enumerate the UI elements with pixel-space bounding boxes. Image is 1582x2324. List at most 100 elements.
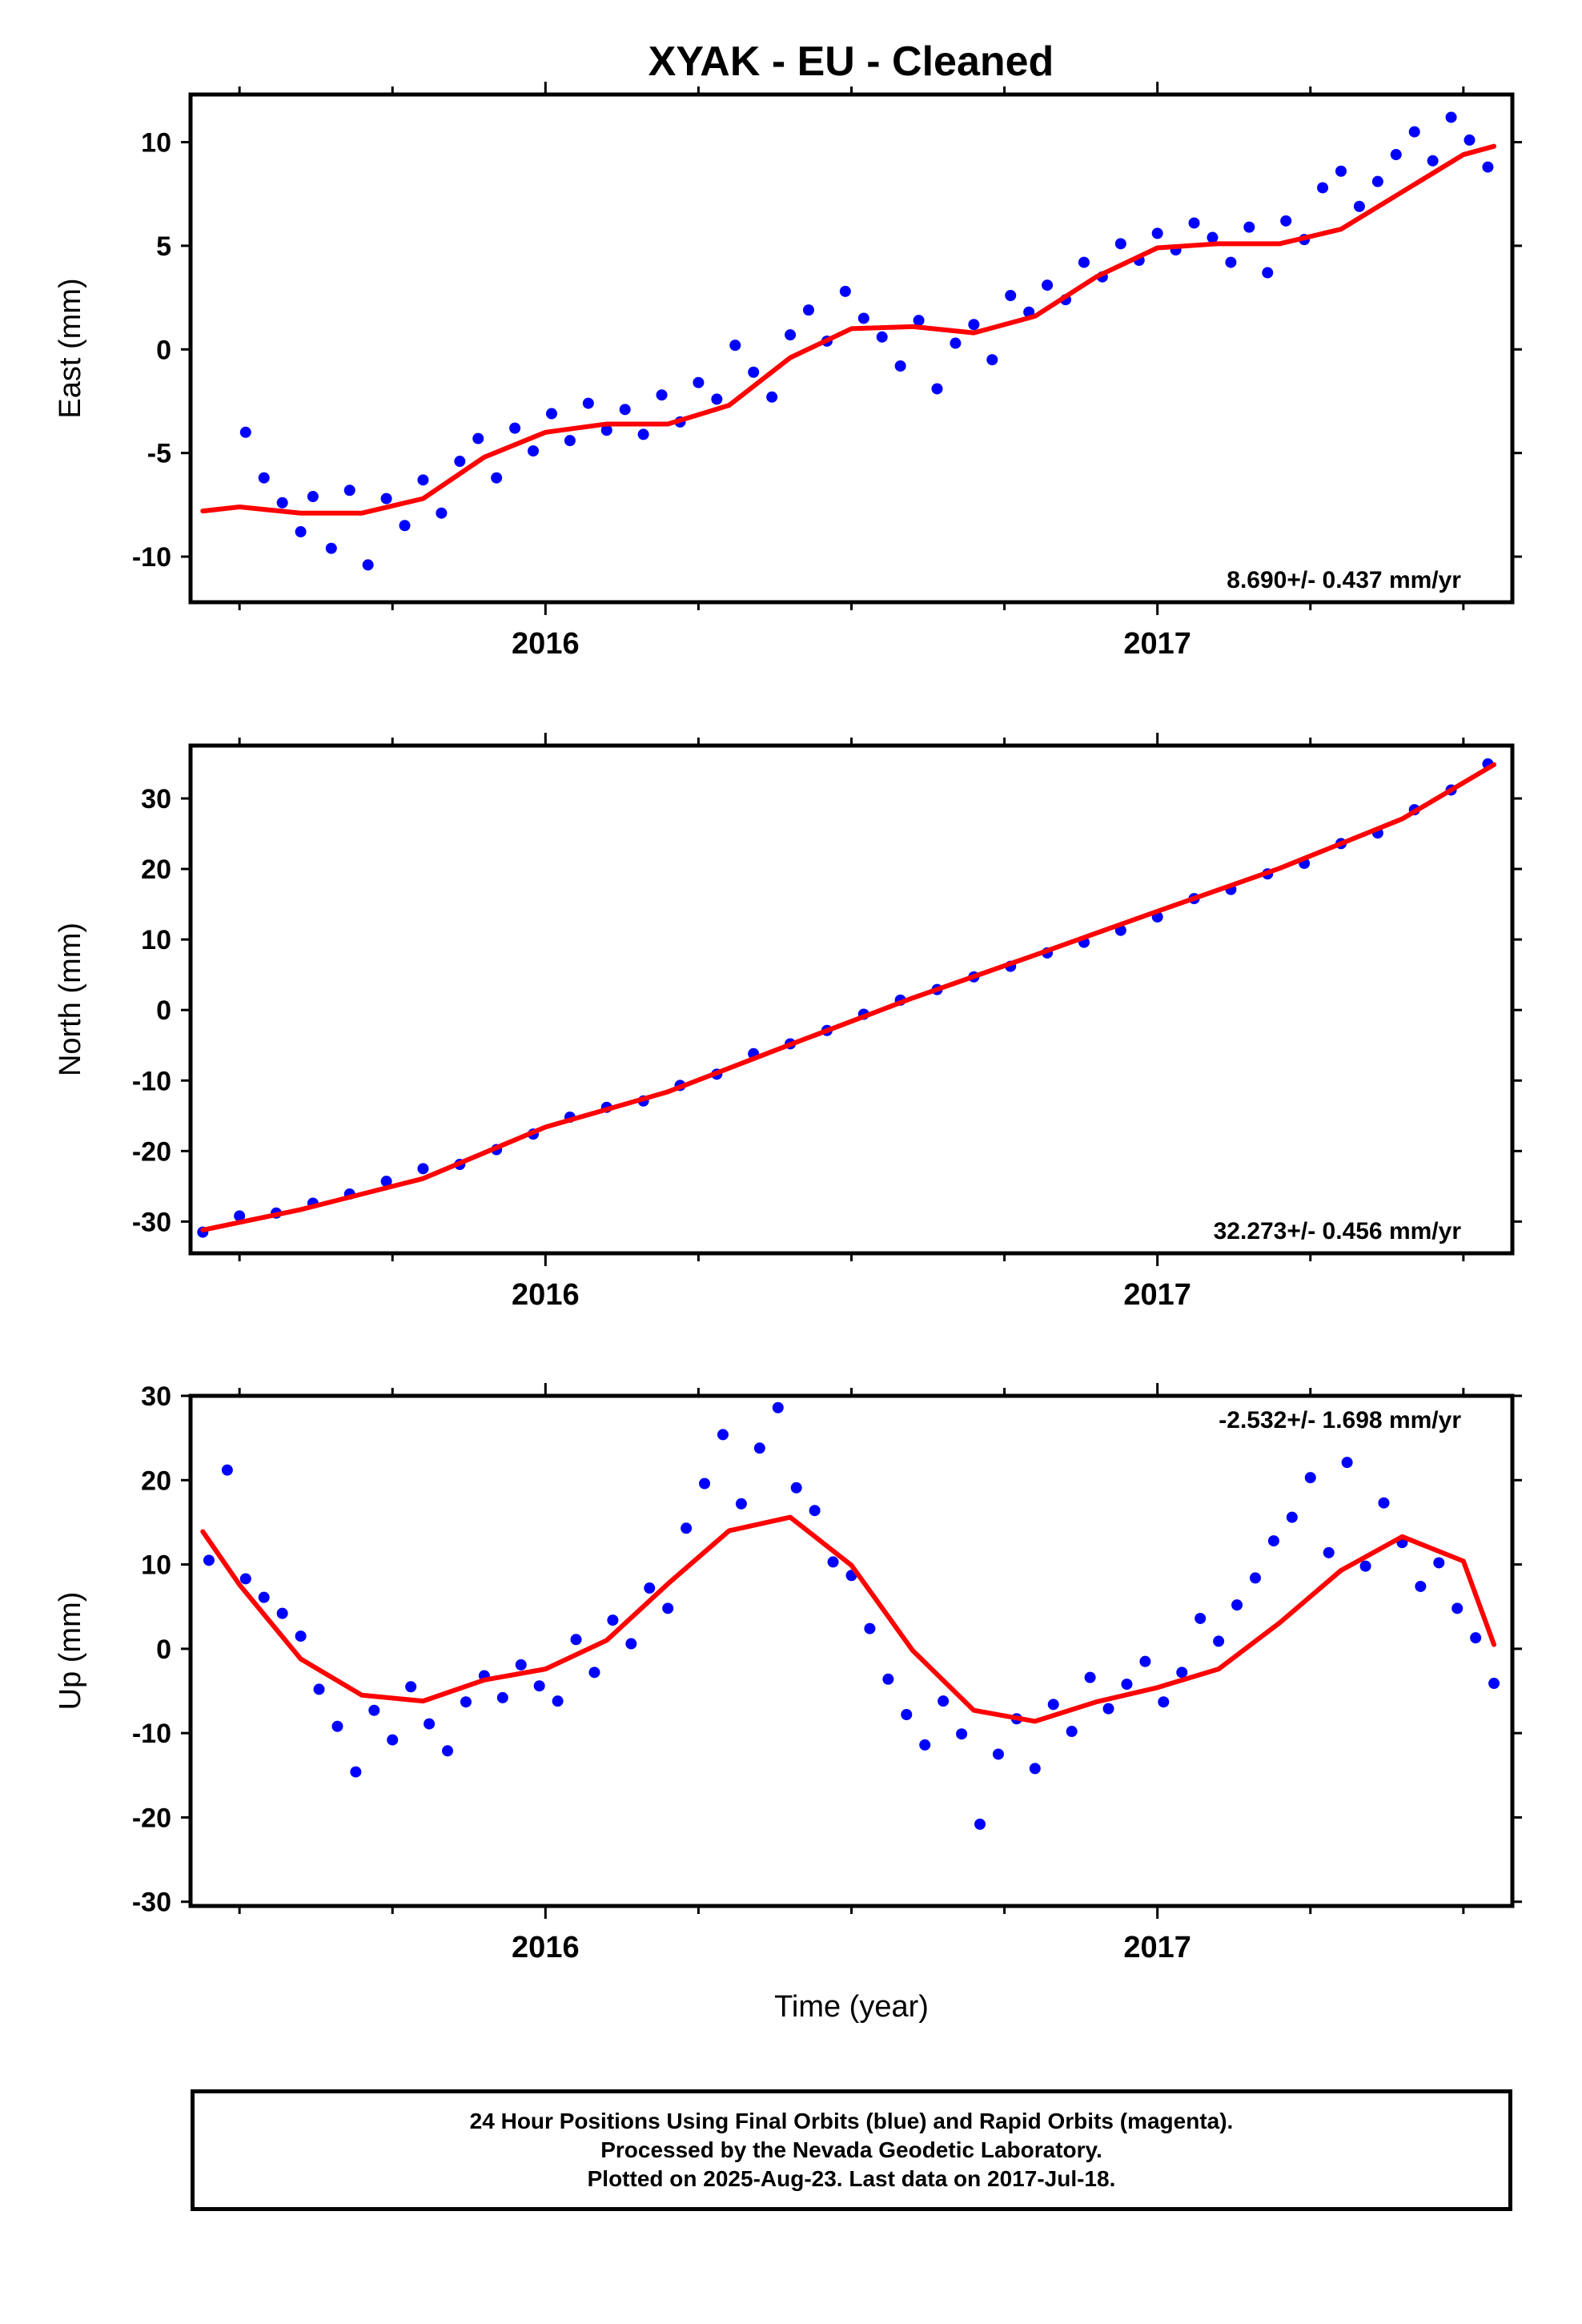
- east-data-point: [491, 472, 503, 484]
- east-data-point: [276, 497, 288, 509]
- up-ytick-label: 30: [141, 1381, 171, 1412]
- north-ytick-label: -20: [132, 1136, 171, 1167]
- east-xtick-label: 2016: [512, 627, 580, 661]
- east-data-point: [1188, 217, 1200, 229]
- east-data-point: [307, 491, 319, 503]
- east-ytick-label: -10: [132, 542, 171, 573]
- east-rate-label: 8.690+/- 0.437 mm/yr: [1227, 567, 1461, 593]
- up-data-point: [974, 1818, 986, 1830]
- up-data-point: [938, 1695, 950, 1707]
- up-data-point: [1488, 1678, 1500, 1690]
- east-data-point: [582, 397, 594, 409]
- east-data-point: [1335, 165, 1347, 177]
- east-data-point: [325, 542, 337, 554]
- up-data-point: [239, 1573, 251, 1585]
- east-data-point: [343, 485, 355, 497]
- east-ytick-label: 0: [156, 335, 171, 365]
- east-xtick-label: 2017: [1123, 627, 1191, 661]
- north-xtick-label: 2017: [1123, 1278, 1191, 1312]
- north-data-point: [380, 1176, 392, 1188]
- north-panel: -30 -20 -10 0 10 20 30 2016 2017 North (mm) 32.273…: [54, 733, 1522, 1312]
- up-xlabel: Time (year): [774, 1990, 929, 2024]
- east-data-point: [258, 472, 270, 484]
- up-data-point: [1231, 1599, 1243, 1611]
- north-data-point: [234, 1210, 246, 1222]
- east-data-point: [839, 285, 851, 297]
- up-data-point: [809, 1505, 821, 1517]
- up-data-point: [662, 1602, 674, 1614]
- east-data-point: [931, 383, 943, 395]
- east-data-point: [711, 393, 723, 405]
- up-data-point: [864, 1622, 876, 1634]
- up-data-point: [1158, 1696, 1170, 1708]
- panels-group: -10 -5 0 5 10 2016 2017 East (mm) 8.690+/- 0.437…: [54, 82, 1522, 2024]
- east-data-point: [968, 319, 980, 331]
- up-data-point: [460, 1696, 472, 1708]
- up-data-point: [1139, 1655, 1151, 1667]
- east-panel: -10 -5 0 5 10 2016 2017 East (mm) 8.690+/- 0.437…: [54, 82, 1522, 661]
- up-ylabel: Up (mm): [54, 1592, 87, 1711]
- east-data-point: [1408, 126, 1420, 138]
- east-data-point: [785, 329, 797, 341]
- east-data-point: [766, 391, 778, 403]
- up-data-point: [1047, 1699, 1059, 1711]
- up-data-point: [699, 1478, 711, 1490]
- up-data-point: [1084, 1671, 1096, 1683]
- up-rate-label: -2.532+/- 1.698 mm/yr: [1219, 1407, 1461, 1433]
- east-data-point: [1353, 200, 1365, 212]
- up-data-point: [258, 1591, 270, 1603]
- up-panel: -30 -20 -10 0 10 20 30 2016 2017 Up (mm) Time (yea…: [54, 1381, 1522, 2024]
- east-data-point: [637, 428, 649, 440]
- east-data-point: [876, 331, 888, 343]
- up-xtick-label: 2016: [512, 1931, 580, 1964]
- up-data-point: [1195, 1612, 1207, 1624]
- up-data-point: [735, 1498, 747, 1510]
- east-data-point: [1114, 238, 1126, 250]
- up-data-point: [1378, 1497, 1390, 1509]
- up-frame: [188, 1393, 1515, 1908]
- up-data-point: [350, 1766, 362, 1778]
- up-data-point: [919, 1739, 931, 1751]
- east-data-point: [748, 366, 760, 378]
- up-data-point: [588, 1667, 600, 1679]
- east-data-point: [619, 404, 631, 416]
- east-data-point: [472, 432, 484, 444]
- east-data-point: [1225, 256, 1237, 268]
- up-data-point: [442, 1745, 454, 1757]
- east-data-point: [1243, 221, 1255, 233]
- up-data-point: [827, 1556, 839, 1568]
- east-data-point: [1427, 155, 1439, 167]
- up-data-point: [1249, 1572, 1261, 1584]
- up-data-point: [405, 1681, 417, 1693]
- north-data: [197, 758, 1497, 1238]
- up-data-point: [387, 1734, 399, 1746]
- up-data-point: [956, 1728, 968, 1740]
- east-data-point: [1445, 111, 1457, 123]
- up-data-point: [1029, 1763, 1041, 1775]
- up-data-point: [570, 1634, 582, 1646]
- east-data-point: [417, 474, 429, 486]
- up-data-point: [1341, 1457, 1353, 1469]
- up-data-point: [753, 1442, 765, 1454]
- up-data-point: [1213, 1635, 1225, 1647]
- up-data-point: [552, 1695, 564, 1707]
- up-data-point: [424, 1718, 436, 1730]
- north-ytick-label: 20: [141, 854, 171, 885]
- up-data-point: [1452, 1602, 1464, 1614]
- east-data-point: [295, 526, 307, 538]
- north-ytick-label: -10: [132, 1066, 171, 1096]
- north-ylabel: North (mm): [54, 923, 87, 1076]
- east-data-point: [894, 360, 906, 372]
- east-ytick-label: -5: [147, 439, 171, 469]
- up-data-point: [203, 1554, 215, 1566]
- up-data-point: [992, 1748, 1004, 1760]
- up-data-point: [533, 1680, 545, 1692]
- north-ytick-label: 10: [141, 925, 171, 955]
- east-data-point: [1151, 227, 1163, 239]
- up-data: [200, 1401, 1500, 1830]
- east-data-point: [528, 445, 540, 457]
- north-fit-line: [200, 762, 1497, 1232]
- up-ytick-label: 10: [141, 1550, 171, 1581]
- east-data: [200, 111, 1497, 571]
